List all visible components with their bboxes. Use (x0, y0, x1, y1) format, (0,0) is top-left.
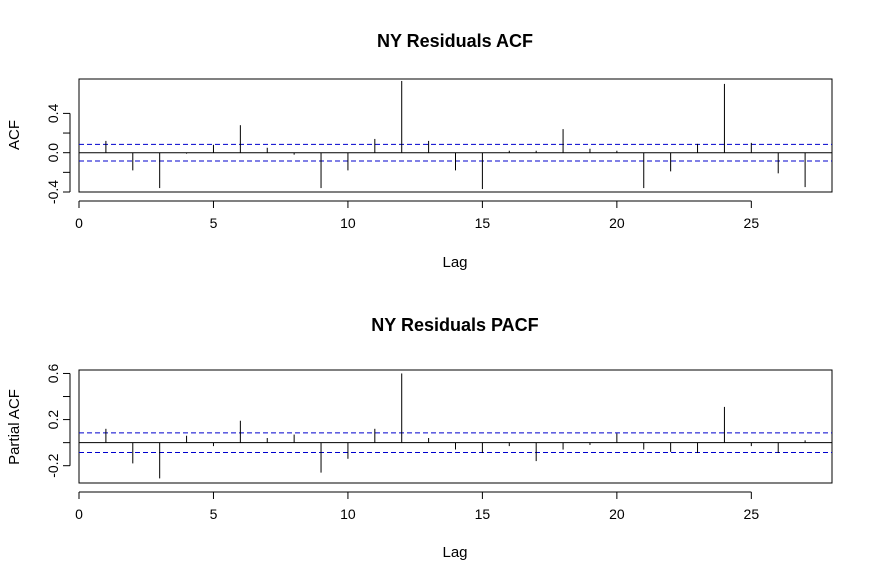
acf-x-tick-label: 20 (609, 215, 625, 231)
pacf-y-tick-label: -0.2 (45, 453, 61, 477)
pacf-x-tick-label: 25 (744, 506, 760, 522)
pacf-title: NY Residuals PACF (371, 315, 538, 335)
acf-x-tick-label: 15 (475, 215, 491, 231)
pacf-x-tick-label: 10 (340, 506, 356, 522)
pacf-x-tick-label: 15 (475, 506, 491, 522)
pacf-plot-frame (78, 369, 833, 484)
acf-plot-frame (78, 78, 833, 193)
pacf-y-tick-label: 0.6 (45, 364, 61, 384)
acf-y-tick-label: 0.0 (45, 143, 61, 163)
acf-y-axis-label: ACF (6, 120, 23, 150)
acf-x-tick-label: 0 (75, 215, 83, 231)
pacf-x-tick-label: 20 (609, 506, 625, 522)
acf-panel: NY Residuals ACF Lag ACF 0 5 10 15 20 25 -0.4 0… (6, 31, 833, 271)
pacf-y-axis-label: Partial ACF (6, 389, 23, 465)
pacf-x-tick-label: 5 (210, 506, 218, 522)
pacf-y-tick-label: 0.2 (45, 410, 61, 430)
pacf-x-tick-label: 0 (75, 506, 83, 522)
acf-x-tick-label: 10 (340, 215, 356, 231)
acf-y-tick-label: -0.4 (45, 180, 61, 204)
pacf-panel: NY Residuals PACF Lag Partial ACF 0 5 10 15… (6, 315, 833, 561)
acf-title: NY Residuals ACF (377, 31, 533, 51)
pacf-x-axis-label: Lag (442, 544, 467, 561)
acf-x-tick-label: 25 (744, 215, 760, 231)
acf-y-tick-label: 0.4 (45, 103, 61, 123)
acf-x-tick-label: 5 (210, 215, 218, 231)
acf-x-axis-label: Lag (442, 254, 467, 271)
